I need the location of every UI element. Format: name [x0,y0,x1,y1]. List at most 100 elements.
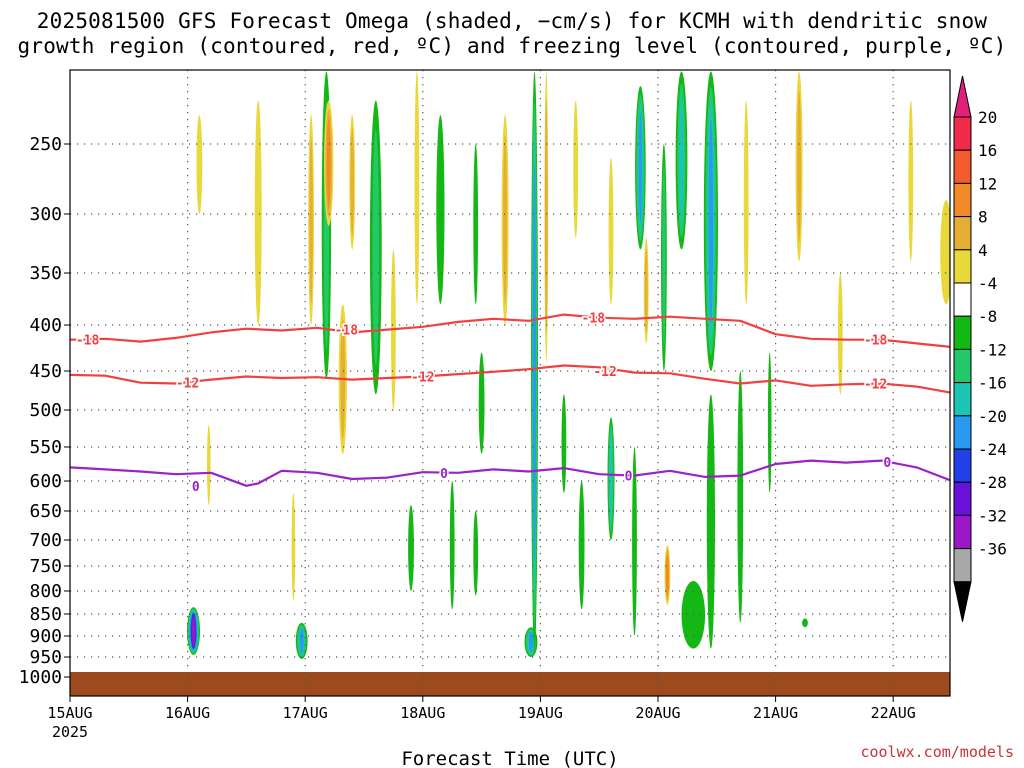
omega-cell [644,248,648,333]
y-tick-label: 500 [29,400,62,421]
chart-title-line-2: growth region (contoured, red, ºC) and f… [17,34,1007,58]
colorbar-swatch [953,448,972,483]
colorbar-swatch [953,548,972,583]
omega-cell [940,200,950,305]
omega-cell [837,273,843,395]
colorbar-label: -20 [978,407,1007,426]
x-tick-label: 21AUG [753,704,798,722]
omega-cell [449,481,455,610]
colorbar-label: -24 [978,440,1007,459]
y-tick-label: 600 [29,471,62,492]
x-tick-label: 20AUG [635,704,680,722]
colorbar-swatch [953,382,972,417]
colorbar-label: -28 [978,473,1007,492]
colorbar-label: -4 [978,274,997,293]
omega-cell [309,135,313,305]
colorbar-top-arrow [953,75,972,118]
omega-cell [372,129,380,366]
omega-cell [737,371,744,623]
omega-cell [196,115,203,214]
contour-label: -12 [864,378,887,393]
colorbar-label: -8 [978,307,997,326]
axes: 2503003504004505005506006507007508008509… [19,134,916,741]
omega-cell [473,144,479,305]
contour-label: -12 [411,371,434,386]
x-tick-label: 16AUG [165,704,210,722]
colorbar-swatch [953,348,972,384]
omega-cell [797,90,802,243]
omega-cell [192,615,195,647]
omega-cell [408,505,414,591]
colorbar-label: 16 [978,141,997,160]
colorbar-swatch [953,182,972,218]
colorbar-swatch [953,149,972,184]
colorbar-swatch [953,481,972,516]
colorbar-label: 12 [978,174,997,193]
colorbar-swatch [953,282,972,317]
colorbar-label: 20 [978,108,997,127]
contour-label: -18 [582,312,606,327]
y-tick-label: 650 [29,501,62,522]
x-tick-label: 18AUG [400,704,445,722]
colorbar: 20 16 12 8 4 -4 -8 -12 -16 -20 -24 -28 -32 -36 [953,75,1007,622]
colorbar-swatch [953,249,972,284]
contour-label: -12 [176,377,199,392]
colorbar-label: 4 [978,241,988,260]
y-tick-label: 350 [29,263,62,284]
omega-cell [665,553,669,597]
colorbar-swatch [953,315,972,350]
omega-cell [638,111,643,224]
contour-line-0 [70,459,950,487]
omega-cell [291,492,296,601]
omega-cell [679,95,684,226]
omega-cell [533,162,536,562]
colorbar-swatch [953,116,972,151]
omega-cell [207,424,211,505]
omega-cell [561,394,567,494]
colorbar-label: -12 [978,340,1007,359]
y-tick-label: 450 [29,361,62,382]
omega-cell [662,166,666,349]
contour-label: 0 [625,470,633,485]
colorbar-swatch [953,415,972,450]
contour-label: -12 [593,365,616,380]
contour-label: -18 [335,324,359,339]
plot-frame [69,69,951,697]
contour-label: 0 [440,467,448,482]
omega-cell [767,352,772,493]
colorbar-label: -16 [978,374,1007,393]
x-tick-year: 2025 [52,723,88,741]
omega-cell [578,481,585,610]
omega-cell [802,618,808,628]
y-tick-label: 700 [29,530,62,551]
omega-cell [254,100,262,326]
colorbar-label: -36 [978,540,1007,559]
colorbar-swatch [953,216,972,251]
omega-cell [632,447,637,636]
x-axis-label: Forecast Time (UTC) [401,748,618,768]
chart-title-line-1: 2025081500 GFS Forecast Omega (shaded, −… [36,9,988,33]
colorbar-swatch [953,514,972,550]
ground-rect [70,672,950,696]
contour-line-minus-18 [70,313,950,348]
omega-cell [503,135,508,305]
omega-cell [573,100,579,238]
x-tick-label: 19AUG [518,704,563,722]
omega-cell [681,581,706,649]
y-tick-label: 300 [29,204,62,225]
omega-cell [908,100,914,262]
ground-fill [70,672,950,696]
colorbar-label: -32 [978,506,1007,525]
omega-cell [350,128,354,237]
omega-cell [609,434,613,524]
x-tick-label: 17AUG [283,704,328,722]
contour-label: -18 [76,334,100,349]
colorbar-label: 8 [978,208,988,227]
x-tick-label: 22AUG [871,704,916,722]
contour-label: -18 [864,334,888,349]
omega-cell [706,394,716,649]
y-tick-label: 1000 [19,667,62,688]
x-tick-label: 15AUG [47,704,92,722]
contour-lines [70,313,950,487]
